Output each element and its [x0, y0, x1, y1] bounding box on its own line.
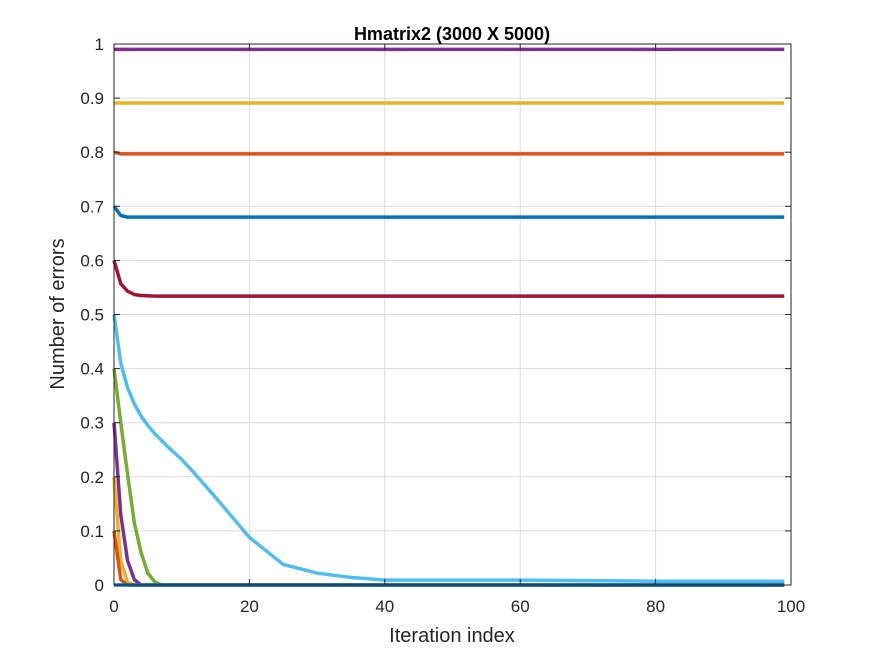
y-tick-label: 0.3	[80, 414, 104, 433]
y-tick-labels: 0 0.1 0.2 0.3 0.4 0.5 0.6 0.7 0.8 0.9 1	[80, 35, 104, 595]
y-tick-label: 0.8	[80, 143, 104, 162]
x-tick-label: 20	[240, 597, 259, 616]
y-tick-label: 0.1	[80, 522, 104, 541]
x-tick-labels: 0 20 40 60 80 100	[109, 597, 805, 616]
x-tick-label: 60	[511, 597, 530, 616]
series-line-5	[112, 259, 785, 298]
y-tick-label: 0.5	[80, 306, 104, 325]
tick-marks	[113, 43, 792, 586]
y-tick-label: 0.4	[80, 360, 104, 379]
y-tick-label: 0.6	[80, 251, 104, 270]
y-tick-label: 0.9	[80, 89, 104, 108]
y-tick-label: 0	[95, 576, 104, 595]
series-line-4	[112, 205, 785, 219]
x-tick-label: 40	[375, 597, 394, 616]
y-tick-label: 1	[95, 35, 104, 54]
y-axis-label: Number of errors	[47, 238, 69, 389]
y-tick-label: 0.2	[80, 468, 104, 487]
chart-title: Hmatrix2 (3000 X 5000)	[354, 24, 550, 44]
x-axis-label: Iteration index	[389, 625, 515, 647]
x-tick-label: 100	[777, 597, 805, 616]
series-line-3	[113, 150, 785, 156]
series-line-6	[112, 314, 785, 583]
y-tick-label: 0.7	[80, 197, 104, 216]
x-tick-label: 0	[109, 597, 118, 616]
x-tick-label: 80	[646, 597, 665, 616]
